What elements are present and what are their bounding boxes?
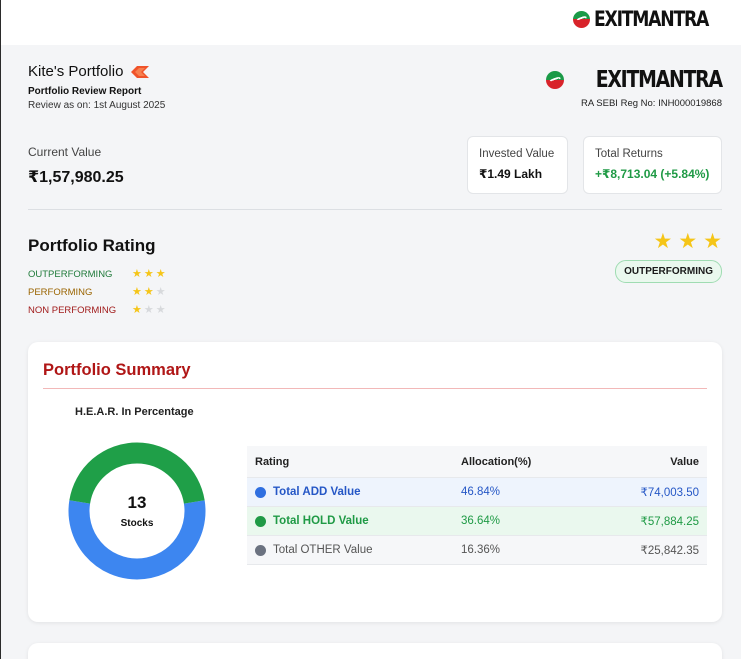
table-row: Total OTHER Value 16.36% ₹25,842.35 xyxy=(247,536,707,565)
total-returns-label: Total Returns xyxy=(595,148,663,160)
advisor-block: EXITMANTRA RA SEBI Reg No: INH000019868 xyxy=(546,67,723,109)
star-icon: ★ xyxy=(703,230,722,253)
donut-slice-total-hold-value xyxy=(69,442,205,504)
allocation-table: Rating Allocation(%) Value Total ADD Val… xyxy=(247,446,707,565)
row-allocation: 46.84% xyxy=(461,486,501,498)
rating-badge: OUTPERFORMING xyxy=(615,260,722,283)
row-value: ₹74,003.50 xyxy=(640,487,699,499)
legend-label: OUTPERFORMING xyxy=(28,268,113,280)
current-rating: ★ ★ ★ OUTPERFORMING xyxy=(615,231,722,283)
current-value-label: Current Value xyxy=(28,145,102,159)
legend-row-non-performing: NON PERFORMING ★ ★ ★ xyxy=(28,301,166,319)
portfolio-summary-card: Portfolio Summary H.E.A.R. In Percentage… xyxy=(28,342,722,622)
star-icon: ★ xyxy=(143,267,154,280)
star-icon: ★ xyxy=(155,267,166,280)
current-value: ₹1,57,980.25 xyxy=(28,169,124,186)
stock-count: 13 xyxy=(127,493,147,512)
row-value: ₹57,884.25 xyxy=(640,516,699,528)
star-icon: ★ xyxy=(132,267,142,280)
section-divider xyxy=(28,209,722,210)
portfolio-rating-title: Portfolio Rating xyxy=(28,236,156,255)
star-icon: ★ xyxy=(653,230,673,253)
star-icon: ★ xyxy=(678,230,698,253)
brand-name: EXITMANTRA xyxy=(593,7,709,31)
table-row: Total ADD Value 46.84% ₹74,003.50 xyxy=(247,478,707,507)
row-label: Total OTHER Value xyxy=(273,544,373,556)
logo-icon xyxy=(572,10,590,28)
star-icon: ★ xyxy=(143,285,154,298)
logo-icon xyxy=(546,71,565,89)
report-header: Kite's Portfolio Portfolio Review Report… xyxy=(28,63,165,111)
stock-unit: Stocks xyxy=(120,518,154,529)
table-row: Total HOLD Value 36.64% ₹57,884.25 xyxy=(247,507,707,536)
report-page: Kite's Portfolio Portfolio Review Report… xyxy=(1,45,741,659)
invested-value-label: Invested Value xyxy=(479,148,555,160)
report-subtitle: Portfolio Review Report xyxy=(28,86,142,97)
star-empty-icon: ★ xyxy=(143,303,154,316)
row-label: Total ADD Value xyxy=(273,486,361,498)
star-icon: ★ xyxy=(132,285,142,298)
next-section-card xyxy=(28,643,722,659)
table-header: Rating Allocation(%) Value xyxy=(247,446,707,478)
legend-label: PERFORMING xyxy=(28,286,93,298)
brand-logo-top[interactable]: EXITMANTRA xyxy=(572,7,733,31)
title-underline xyxy=(43,388,707,389)
portfolio-summary-title: Portfolio Summary xyxy=(43,361,191,379)
review-date: Review as on: 1st August 2025 xyxy=(28,100,166,111)
row-allocation: 36.64% xyxy=(461,515,501,527)
portfolio-title: Kite's Portfolio xyxy=(28,63,124,80)
gray-dot-icon xyxy=(255,544,266,556)
portfolio-title-row: Kite's Portfolio xyxy=(28,63,165,80)
star-empty-icon: ★ xyxy=(155,285,166,298)
window-edge xyxy=(0,0,1,659)
header-rating: Rating xyxy=(255,455,290,468)
top-bar: EXITMANTRA xyxy=(1,0,741,45)
sebi-reg-number: RA SEBI Reg No: INH000019868 xyxy=(580,98,722,109)
total-returns-card: Total Returns +₹8,713.04 (+5.84%) xyxy=(583,136,722,194)
invested-value: ₹1.49 Lakh xyxy=(479,167,543,181)
donut-center: 13 Stocks xyxy=(68,442,206,580)
header-value: Value xyxy=(670,455,699,468)
legend-row-performing: PERFORMING ★ ★ ★ xyxy=(28,283,166,301)
donut-slice-total-add-value xyxy=(68,500,206,580)
row-label: Total HOLD Value xyxy=(273,515,369,527)
rating-legend: OUTPERFORMING ★ ★ ★ PERFORMING ★ ★ ★ NON… xyxy=(28,265,166,319)
row-allocation: 16.36% xyxy=(461,544,501,556)
current-star-rating: ★ ★ ★ xyxy=(654,231,722,252)
invested-value-card: Invested Value ₹1.49 Lakh xyxy=(467,136,568,194)
star-rating: ★ ★ ★ xyxy=(132,285,166,298)
star-empty-icon: ★ xyxy=(155,303,166,316)
hear-donut-chart: 13 Stocks xyxy=(68,442,206,580)
brand-logo-report: EXITMANTRA xyxy=(546,67,723,93)
row-value: ₹25,842.35 xyxy=(640,545,699,557)
brand-name: EXITMANTRA xyxy=(595,67,723,93)
legend-label: NON PERFORMING xyxy=(28,304,117,316)
header-allocation: Allocation(%) xyxy=(461,455,532,468)
green-dot-icon xyxy=(255,515,266,527)
kite-logo-icon xyxy=(131,65,150,78)
blue-dot-icon xyxy=(255,486,266,498)
star-icon: ★ xyxy=(132,303,142,316)
total-returns-value: +₹8,713.04 (+5.84%) xyxy=(595,167,710,181)
star-rating: ★ ★ ★ xyxy=(132,267,166,280)
chart-caption: H.E.A.R. In Percentage xyxy=(75,406,194,418)
star-rating: ★ ★ ★ xyxy=(132,303,166,316)
legend-row-outperforming: OUTPERFORMING ★ ★ ★ xyxy=(28,265,166,283)
